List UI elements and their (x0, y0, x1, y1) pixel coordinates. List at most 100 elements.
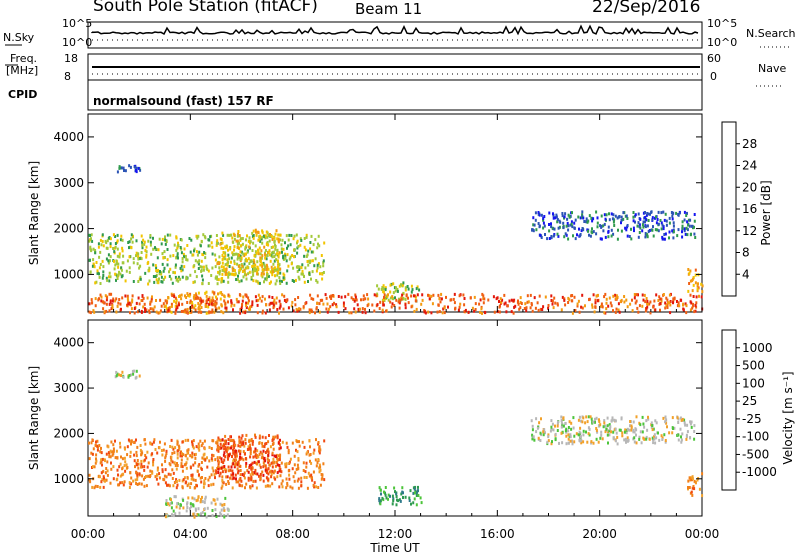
velocity-gate-cell (531, 428, 534, 432)
power-gate-cell (183, 255, 185, 259)
power-gate-cell (282, 307, 285, 311)
velocity-gate-cell (688, 476, 691, 480)
power-gate-cell (644, 225, 647, 229)
velocity-gate-cell (560, 425, 563, 429)
velocity-gate-cell (276, 456, 279, 460)
velocity-gate-cell (249, 443, 251, 447)
velocity-gate-cell (149, 442, 152, 446)
power-gate-cell (265, 230, 268, 234)
power-gate-cell (245, 301, 248, 305)
velocity-gate-cell (305, 476, 308, 479)
power-gate-cell (665, 219, 668, 223)
power-gate-cell (197, 267, 200, 270)
velocity-gate-cell (389, 494, 391, 498)
power-gate-cell (152, 247, 155, 251)
power-gate-cell (132, 257, 135, 261)
velocity-gate-cell (217, 462, 220, 466)
power-gate-cell (201, 278, 204, 282)
power-gate-cell (654, 308, 657, 312)
velocity-gate-cell (165, 449, 168, 453)
velocity-gate-cell (201, 456, 204, 460)
power-gate-cell (101, 259, 104, 263)
power-gate-cell (255, 279, 258, 283)
velocity-gate-cell (693, 437, 696, 441)
power-gate-cell (180, 293, 183, 297)
velocity-gate-cell (253, 460, 256, 464)
velocity-gate-cell (220, 513, 223, 517)
velocity-gate-cell (259, 465, 262, 469)
power-gate-cell (168, 309, 171, 313)
power-gate-cell (119, 272, 122, 276)
power-gate-cell (567, 213, 570, 217)
velocity-gate-cell (291, 467, 294, 471)
velocity-gate-cell (417, 489, 419, 493)
velocity-gate-cell (182, 478, 185, 482)
velocity-gate-cell (666, 425, 668, 429)
power-gate-cell (233, 245, 236, 249)
velocity-gate-cell (613, 418, 616, 422)
power-gate-cell (413, 309, 416, 313)
power-gate-cell (542, 305, 545, 309)
power-gate-cell (238, 241, 240, 245)
power-gate-cell (344, 295, 347, 299)
power-gate-cell (262, 272, 265, 276)
velocity-gate-cell (564, 429, 567, 433)
power-gate-cell (117, 301, 120, 305)
power-gate-cell (127, 299, 130, 303)
velocity-gate-cell (171, 513, 173, 517)
power-gate-cell (571, 294, 574, 297)
velocity-gate-cell (105, 467, 108, 470)
power-gate-cell (283, 273, 286, 277)
power-gate-cell (152, 275, 155, 278)
power-gate-cell (237, 264, 240, 268)
velocity-gate-cell (279, 467, 282, 471)
velocity-gate-cell (133, 441, 136, 444)
velocity-gate-cell (126, 466, 129, 469)
velocity-gate-cell (308, 439, 311, 443)
velocity-gate-cell (629, 420, 632, 423)
velocity-gate-cell (225, 482, 228, 486)
power-gate-cell (97, 242, 100, 246)
power-gate-cell (544, 233, 546, 236)
power-gate-cell (693, 310, 696, 314)
power-gate-cell (612, 220, 615, 224)
power-gate-cell (568, 215, 571, 219)
power-gate-cell (121, 238, 124, 242)
power-gate-cell (364, 307, 366, 311)
power-gate-cell (376, 284, 379, 288)
power-gate-cell (636, 224, 639, 228)
power-gate-cell (646, 235, 649, 239)
power-gate-cell (318, 302, 321, 306)
power-gate-cell (618, 310, 621, 314)
power-gate-cell (287, 244, 290, 248)
power-gate-cell (151, 295, 153, 299)
cpid-label: CPID (8, 88, 38, 101)
velocity-gate-cell (100, 458, 103, 462)
velocity-gate-cell (401, 486, 404, 490)
power-gate-cell (463, 303, 466, 307)
velocity-gate-cell (594, 417, 596, 421)
power-gate-cell (251, 249, 254, 252)
power-gate-cell (199, 265, 202, 269)
power-gate-cell (551, 302, 554, 306)
velocity-gate-cell (641, 415, 644, 419)
power-gate-cell (273, 298, 276, 302)
power-gate-cell (608, 212, 610, 216)
velocity-gate-cell (179, 451, 182, 455)
power-gate-cell (210, 274, 213, 277)
power-gate-cell (226, 233, 229, 237)
power-gate-cell (322, 271, 325, 274)
power-gate-cell (271, 238, 274, 241)
power-gate-cell (118, 165, 121, 169)
power-gate-cell (353, 299, 356, 303)
power-gate-cell (224, 257, 227, 261)
power-gate-cell (319, 265, 322, 269)
power-gate-cell (398, 284, 401, 288)
velocity-gate-cell (235, 477, 237, 481)
power-gate-cell (410, 284, 413, 288)
velocity-gate-cell (391, 502, 394, 506)
power-gate-cell (543, 215, 546, 218)
power-gate-cell (102, 307, 105, 311)
power-gate-cell (108, 275, 110, 279)
power-gate-cell (454, 306, 457, 310)
